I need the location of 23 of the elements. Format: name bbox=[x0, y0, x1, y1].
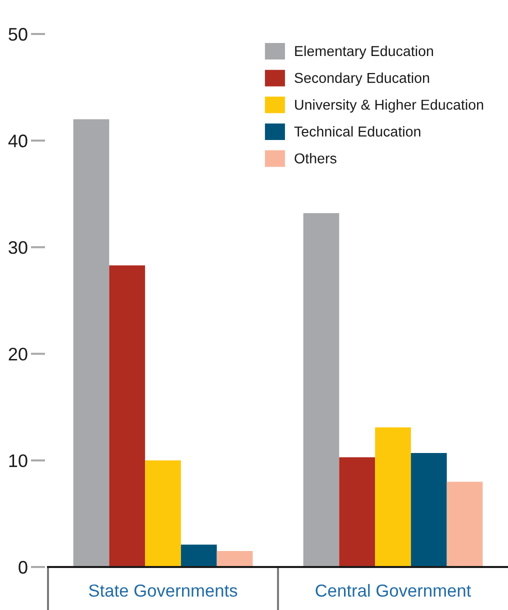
bar bbox=[73, 119, 110, 567]
x-tick-label: Central Government bbox=[316, 584, 472, 597]
y-tick-label: 50 bbox=[8, 28, 28, 41]
bar bbox=[410, 452, 447, 567]
y-tick-label: 0 bbox=[18, 560, 28, 574]
y-tick-label: 40 bbox=[8, 134, 28, 148]
y-tick-label: 10 bbox=[9, 454, 28, 468]
bar bbox=[303, 213, 340, 567]
legend-label: Technical Education bbox=[294, 126, 420, 137]
bar bbox=[216, 551, 253, 567]
bar bbox=[109, 265, 146, 567]
bar bbox=[446, 482, 483, 567]
legend-label: Others bbox=[294, 152, 336, 164]
bar bbox=[339, 457, 376, 567]
bar bbox=[375, 427, 411, 567]
bar bbox=[180, 544, 217, 567]
bar bbox=[145, 460, 181, 567]
legend-label: University & Higher Education bbox=[295, 99, 484, 113]
y-tick-label: 30 bbox=[8, 241, 28, 254]
legend-label: Secondary Education bbox=[294, 72, 430, 86]
y-tick-label: 20 bbox=[8, 348, 28, 361]
x-tick-label: State Governments bbox=[89, 584, 238, 597]
legend-label: Elementary Education bbox=[295, 46, 434, 59]
